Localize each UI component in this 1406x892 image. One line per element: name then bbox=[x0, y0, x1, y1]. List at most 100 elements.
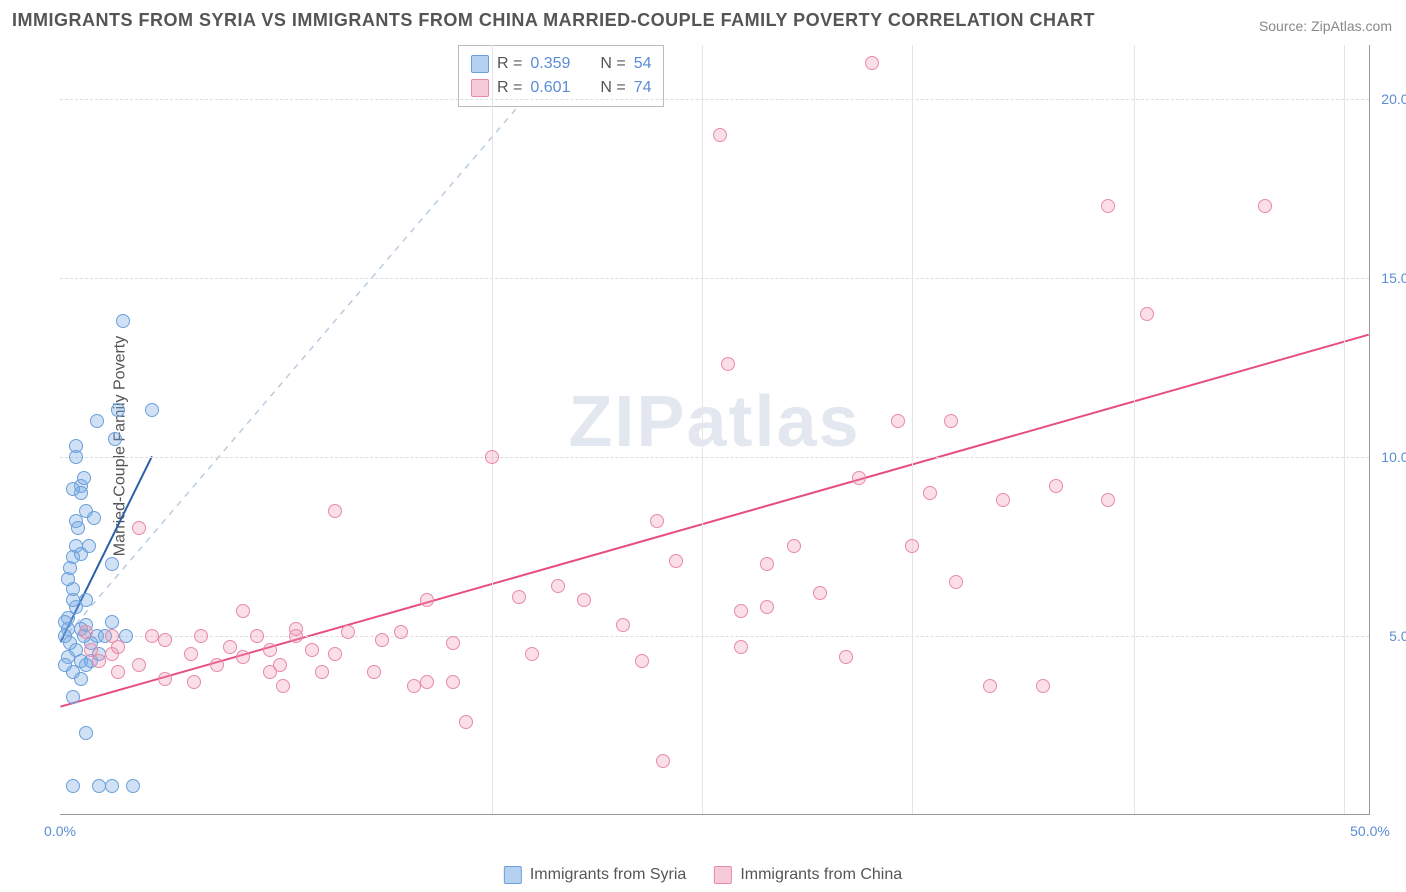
data-point bbox=[71, 521, 85, 535]
legend-r-value: 0.601 bbox=[530, 76, 582, 100]
data-point bbox=[983, 679, 997, 693]
data-point bbox=[760, 600, 774, 614]
gridline-h bbox=[60, 278, 1369, 279]
data-point bbox=[420, 593, 434, 607]
data-point bbox=[273, 658, 287, 672]
legend-swatch bbox=[471, 55, 489, 73]
data-point bbox=[58, 615, 72, 629]
data-point bbox=[650, 514, 664, 528]
data-point bbox=[132, 658, 146, 672]
legend-swatch bbox=[714, 866, 732, 884]
data-point bbox=[328, 647, 342, 661]
data-point bbox=[713, 128, 727, 142]
data-point bbox=[90, 414, 104, 428]
correlation-legend: R =0.359N =54R = 0.601 N = 74 bbox=[458, 45, 664, 107]
data-point bbox=[420, 675, 434, 689]
data-point bbox=[66, 482, 80, 496]
data-point bbox=[77, 471, 91, 485]
chart-title: IMMIGRANTS FROM SYRIA VS IMMIGRANTS FROM… bbox=[12, 10, 1095, 31]
data-point bbox=[315, 665, 329, 679]
data-point bbox=[1140, 307, 1154, 321]
data-point bbox=[905, 539, 919, 553]
data-point bbox=[145, 629, 159, 643]
gridline-v bbox=[1134, 45, 1135, 814]
legend-r-label: R = bbox=[497, 76, 522, 100]
data-point bbox=[116, 314, 130, 328]
legend-swatch bbox=[471, 79, 489, 97]
gridline-v bbox=[492, 45, 493, 814]
data-point bbox=[236, 650, 250, 664]
legend-item: Immigrants from China bbox=[714, 866, 902, 884]
series-legend: Immigrants from Syria Immigrants from Chi… bbox=[504, 866, 902, 884]
data-point bbox=[669, 554, 683, 568]
data-point bbox=[250, 629, 264, 643]
x-tick-label: 0.0% bbox=[44, 823, 76, 839]
data-point bbox=[1049, 479, 1063, 493]
data-point bbox=[1101, 199, 1115, 213]
data-point bbox=[1101, 493, 1115, 507]
data-point bbox=[79, 726, 93, 740]
data-point bbox=[305, 643, 319, 657]
data-point bbox=[635, 654, 649, 668]
data-point bbox=[865, 56, 879, 70]
data-point bbox=[616, 618, 630, 632]
data-point bbox=[194, 629, 208, 643]
data-point bbox=[760, 557, 774, 571]
data-point bbox=[944, 414, 958, 428]
y-tick-label: 20.0% bbox=[1381, 91, 1406, 107]
gridline-v bbox=[1344, 45, 1345, 814]
data-point bbox=[111, 640, 125, 654]
y-tick-label: 5.0% bbox=[1389, 628, 1406, 644]
data-point bbox=[289, 622, 303, 636]
data-point bbox=[145, 403, 159, 417]
data-point bbox=[236, 604, 250, 618]
data-point bbox=[1258, 199, 1272, 213]
legend-row: R =0.359N =54 bbox=[471, 52, 651, 76]
data-point bbox=[375, 633, 389, 647]
gridline-h bbox=[60, 99, 1369, 100]
data-point bbox=[734, 640, 748, 654]
data-point bbox=[734, 604, 748, 618]
data-point bbox=[276, 679, 290, 693]
data-point bbox=[58, 629, 72, 643]
data-point bbox=[367, 665, 381, 679]
data-point bbox=[184, 647, 198, 661]
data-point bbox=[105, 557, 119, 571]
data-point bbox=[108, 432, 122, 446]
legend-n-label: N = bbox=[600, 76, 625, 100]
gridline-v bbox=[702, 45, 703, 814]
legend-n-value: 74 bbox=[634, 76, 652, 100]
x-tick-label: 50.0% bbox=[1350, 823, 1390, 839]
y-tick-label: 10.0% bbox=[1381, 449, 1406, 465]
data-point bbox=[79, 625, 93, 639]
data-point bbox=[210, 658, 224, 672]
data-point bbox=[74, 672, 88, 686]
watermark-text: ZIPatlas bbox=[568, 380, 860, 462]
source-label: Source: ZipAtlas.com bbox=[1259, 18, 1392, 34]
data-point bbox=[1036, 679, 1050, 693]
data-point bbox=[111, 665, 125, 679]
data-point bbox=[58, 658, 72, 672]
data-point bbox=[923, 486, 937, 500]
gridline-v bbox=[912, 45, 913, 814]
data-point bbox=[79, 593, 93, 607]
data-point bbox=[66, 779, 80, 793]
data-point bbox=[92, 779, 106, 793]
data-point bbox=[223, 640, 237, 654]
legend-r-label: R = bbox=[497, 52, 522, 76]
data-point bbox=[158, 672, 172, 686]
data-point bbox=[485, 450, 499, 464]
data-point bbox=[512, 590, 526, 604]
data-point bbox=[263, 643, 277, 657]
data-point bbox=[813, 586, 827, 600]
legend-item: Immigrants from Syria bbox=[504, 866, 686, 884]
data-point bbox=[525, 647, 539, 661]
legend-swatch bbox=[504, 866, 522, 884]
data-point bbox=[446, 636, 460, 650]
data-point bbox=[158, 633, 172, 647]
data-point bbox=[656, 754, 670, 768]
data-point bbox=[459, 715, 473, 729]
data-point bbox=[82, 539, 96, 553]
data-point bbox=[996, 493, 1010, 507]
data-point bbox=[551, 579, 565, 593]
